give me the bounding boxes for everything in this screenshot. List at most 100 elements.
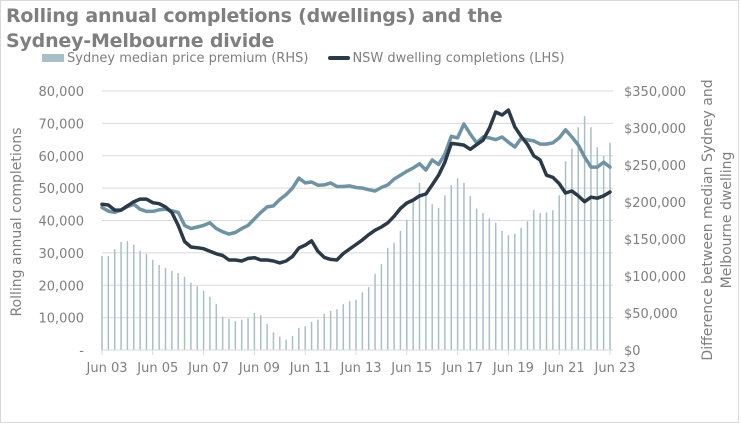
bar — [507, 235, 510, 350]
bar — [406, 219, 408, 350]
bar — [558, 195, 560, 350]
y-axis-right-title-line-1: Difference between median Sydney and — [700, 79, 716, 360]
y-left-tick-label: 50,000 — [39, 182, 85, 197]
legend-swatch-bar — [42, 54, 64, 62]
x-tick-label: Jun 13 — [340, 361, 382, 376]
x-tick-label: Jun 15 — [390, 361, 432, 376]
bar — [228, 318, 230, 350]
bar — [196, 286, 198, 350]
bar — [571, 148, 573, 350]
bar — [209, 296, 211, 350]
legend-item-price-premium: Sydney median price premium (RHS) — [42, 51, 308, 66]
bar — [456, 178, 459, 350]
legend-label-nsw-completions: NSW dwelling completions (LHS) — [352, 50, 565, 66]
bar — [291, 335, 294, 350]
bar — [399, 230, 402, 350]
bar — [437, 207, 440, 350]
bar — [475, 208, 478, 350]
line-series-group — [100, 108, 612, 265]
bar — [139, 250, 141, 350]
y-right-tick-label: $300,000 — [624, 122, 686, 137]
bar — [469, 196, 472, 350]
bar — [260, 315, 262, 350]
bar — [602, 156, 605, 350]
bar — [482, 213, 484, 350]
bar — [329, 310, 332, 350]
y-axis-right-title-line-2: Melbourne dwelling — [719, 152, 735, 289]
bar — [215, 304, 218, 350]
bar — [596, 147, 599, 350]
bar — [310, 321, 313, 350]
bar — [418, 182, 421, 350]
bar — [202, 290, 205, 350]
axes: - 10,000 20,000 30,000 40,000 50,000 60,000 70,… — [39, 85, 687, 376]
bar — [266, 324, 268, 350]
bar — [494, 222, 497, 350]
bar — [545, 212, 548, 350]
y-axis-left-title: Rolling annual completions — [9, 127, 25, 316]
bar — [145, 253, 148, 350]
chart-legend: Sydney median price premium (RHS) NSW dw… — [42, 48, 585, 68]
bar — [526, 221, 529, 350]
bar-series-price-premium — [101, 116, 611, 350]
bar — [285, 339, 287, 350]
x-tick-label: Jun 05 — [136, 361, 178, 376]
bar — [514, 233, 516, 350]
line-nsw-completions — [100, 108, 612, 265]
y-left-tick-label: 10,000 — [39, 312, 85, 327]
bar — [520, 227, 522, 350]
legend-label-price-premium: Sydney median price premium (RHS) — [67, 50, 309, 66]
bar — [380, 264, 383, 350]
bar — [323, 313, 325, 350]
bar — [393, 242, 395, 350]
bar — [348, 301, 351, 350]
bar — [107, 256, 110, 350]
chart-title-line-2: Sydney-Melbourne divide — [6, 30, 275, 52]
x-tick-label: Jun 19 — [492, 361, 534, 376]
bar — [444, 195, 446, 350]
x-tick-label: Jun 07 — [187, 361, 229, 376]
bar — [113, 249, 116, 350]
bar — [164, 267, 167, 350]
bar — [101, 256, 103, 350]
bar — [583, 116, 586, 350]
bar — [304, 326, 306, 350]
bar — [564, 161, 567, 350]
bar — [355, 299, 357, 350]
bar — [272, 332, 275, 350]
bar — [577, 127, 579, 350]
bar — [133, 244, 135, 350]
x-tick-label: Jun 03 — [86, 361, 128, 376]
bar — [387, 247, 389, 350]
x-tick-label: Jun 17 — [441, 361, 483, 376]
x-tick-label: Jun 09 — [238, 361, 280, 376]
bar — [450, 184, 452, 350]
bar — [590, 127, 592, 350]
legend-swatch-line — [328, 56, 351, 60]
y-right-tick-label: $150,000 — [624, 233, 686, 248]
bar — [342, 304, 345, 350]
bar — [171, 270, 173, 350]
bar — [533, 210, 535, 350]
legend-item-nsw-completions: NSW dwelling completions (LHS) — [328, 50, 565, 66]
bar — [120, 241, 122, 350]
y-left-tick-label: 60,000 — [39, 150, 85, 165]
bar — [488, 218, 491, 350]
bar — [183, 276, 186, 350]
bar — [247, 318, 249, 350]
bar — [279, 336, 281, 350]
y-left-tick-label: 40,000 — [39, 215, 85, 230]
bar — [367, 287, 370, 350]
y-right-tick-label: $50,000 — [624, 307, 678, 322]
bar — [463, 182, 465, 350]
bar — [152, 259, 154, 350]
bar — [234, 321, 237, 350]
bar — [609, 142, 611, 350]
y-right-tick-label: $350,000 — [624, 85, 686, 100]
bar — [412, 202, 414, 350]
y-left-tick-label: 20,000 — [39, 279, 85, 294]
y-right-tick-label: $200,000 — [624, 196, 686, 211]
y-left-tick-label: - — [79, 344, 84, 359]
bar — [539, 213, 541, 350]
